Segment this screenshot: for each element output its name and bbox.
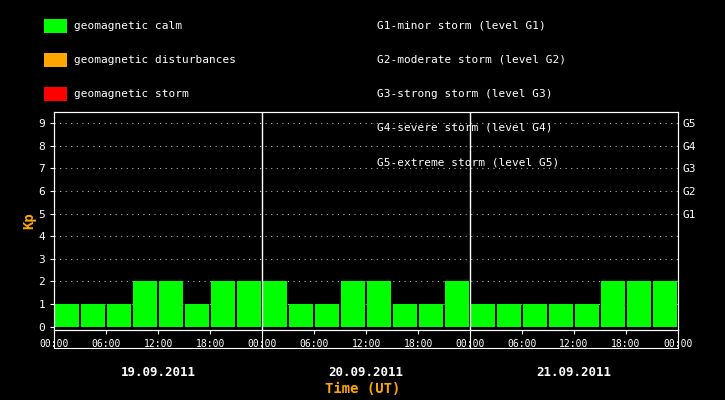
Text: Time (UT): Time (UT) xyxy=(325,382,400,396)
Text: geomagnetic calm: geomagnetic calm xyxy=(74,21,182,31)
Bar xyxy=(523,304,547,327)
Text: 20.09.2011: 20.09.2011 xyxy=(328,366,404,378)
Text: 21.09.2011: 21.09.2011 xyxy=(536,366,611,378)
Bar xyxy=(211,282,235,327)
Y-axis label: Kp: Kp xyxy=(22,213,36,229)
Bar xyxy=(107,304,131,327)
Bar xyxy=(497,304,521,327)
Text: geomagnetic disturbances: geomagnetic disturbances xyxy=(74,55,236,65)
Text: G3-strong storm (level G3): G3-strong storm (level G3) xyxy=(377,89,552,99)
Bar xyxy=(160,282,183,327)
Bar xyxy=(263,282,287,327)
Bar xyxy=(81,304,105,327)
Bar xyxy=(653,282,677,327)
Bar xyxy=(289,304,313,327)
Bar xyxy=(367,282,391,327)
Bar xyxy=(471,304,495,327)
Bar xyxy=(419,304,443,327)
Bar xyxy=(627,282,651,327)
Bar xyxy=(393,304,417,327)
Bar xyxy=(341,282,365,327)
Bar xyxy=(549,304,573,327)
Bar xyxy=(575,304,599,327)
Text: G5-extreme storm (level G5): G5-extreme storm (level G5) xyxy=(377,157,559,167)
Bar xyxy=(315,304,339,327)
Text: G2-moderate storm (level G2): G2-moderate storm (level G2) xyxy=(377,55,566,65)
Bar xyxy=(445,282,469,327)
Text: G4-severe storm (level G4): G4-severe storm (level G4) xyxy=(377,123,552,133)
Text: G1-minor storm (level G1): G1-minor storm (level G1) xyxy=(377,21,546,31)
Text: geomagnetic storm: geomagnetic storm xyxy=(74,89,188,99)
Bar xyxy=(133,282,157,327)
Bar xyxy=(186,304,210,327)
Text: 19.09.2011: 19.09.2011 xyxy=(121,366,196,378)
Bar xyxy=(237,282,261,327)
Bar xyxy=(601,282,625,327)
Bar xyxy=(55,304,79,327)
